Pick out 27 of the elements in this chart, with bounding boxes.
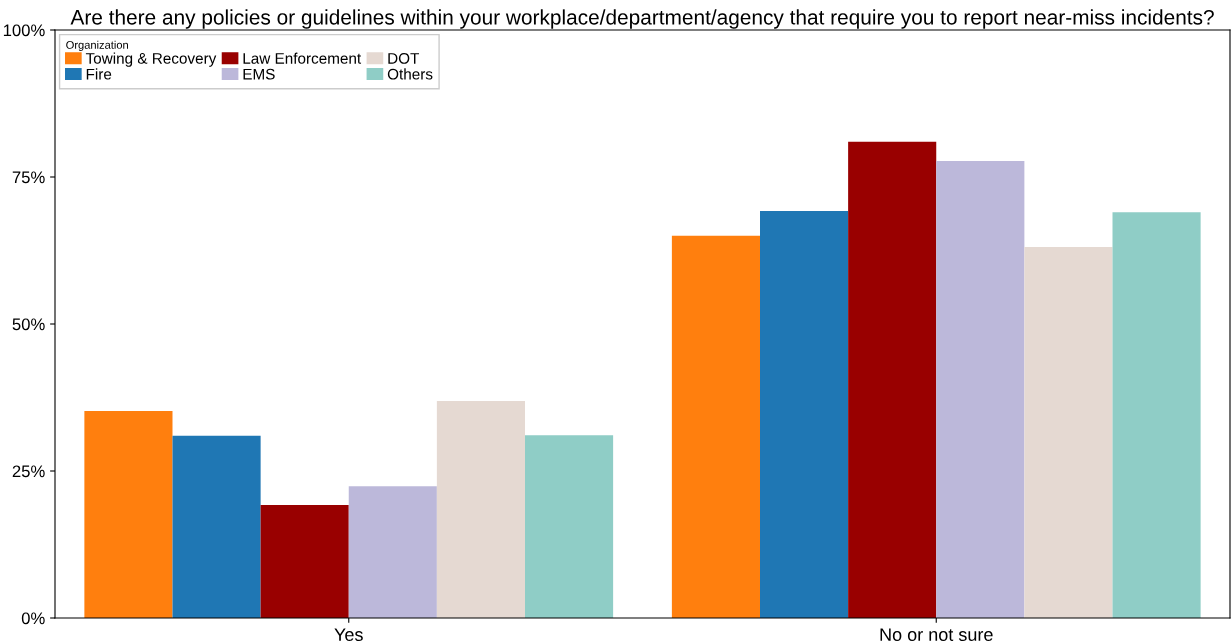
bar [671, 235, 760, 618]
bar [848, 141, 937, 618]
bar [1024, 246, 1113, 618]
y-tick-label: 25% [12, 465, 45, 478]
bar [436, 401, 525, 618]
bar [348, 486, 437, 618]
y-tick-label: 0% [21, 612, 45, 625]
bar [760, 211, 849, 618]
bar [172, 435, 261, 618]
bar [260, 505, 349, 618]
chart-title: Are there any policies or guidelines within your workplace/department/agency that require you to report near-miss incidents? [70, 9, 1214, 29]
legend-label: Law Enforcement [243, 52, 362, 64]
y-tick-label: 100% [3, 24, 45, 37]
legend-label: Towing & Recovery [85, 52, 217, 67]
legend-title: Organization [66, 40, 128, 52]
legend-label: DOT [388, 52, 420, 64]
x-tick-label: Yes [334, 628, 363, 641]
bar [936, 161, 1025, 618]
bar [525, 435, 614, 618]
y-tick-label: 50% [12, 318, 45, 331]
legend-label: EMS [243, 68, 275, 80]
bar [84, 411, 173, 618]
y-tick-label: 75% [12, 171, 45, 184]
bar [1112, 212, 1201, 618]
legend-label: Fire [86, 68, 112, 80]
x-tick-label: No or not sure [880, 628, 993, 641]
legend-label: Others [387, 68, 433, 80]
